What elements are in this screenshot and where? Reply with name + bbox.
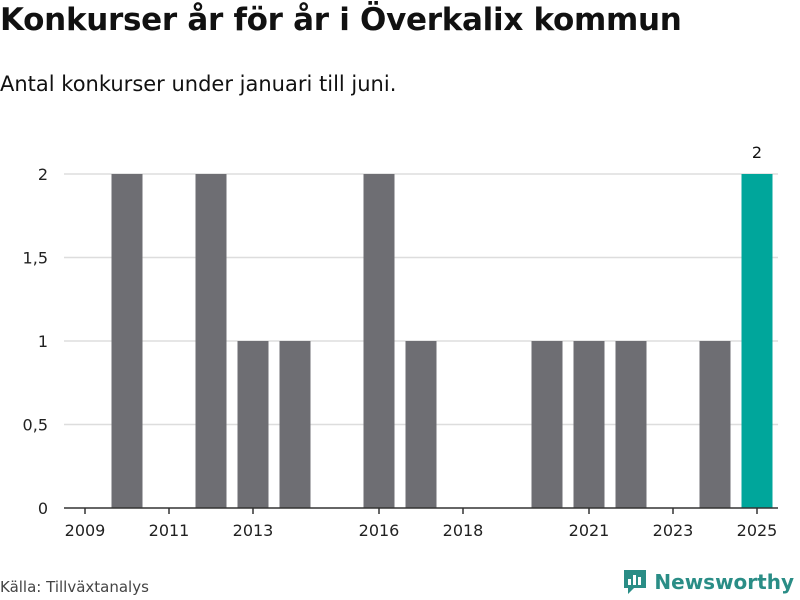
bar-2020: [531, 341, 563, 508]
bar-2024: [699, 341, 731, 508]
x-tick-label: 2009: [65, 521, 106, 540]
bars: [111, 174, 773, 508]
brand-name: Newsworthy: [654, 570, 794, 594]
x-tick-label: 2016: [359, 521, 400, 540]
x-tick-label: 2011: [149, 521, 190, 540]
data-label: 2: [752, 143, 762, 162]
y-tick-label: 0,5: [23, 416, 48, 435]
x-tick-label: 2013: [233, 521, 274, 540]
bar-2025: [741, 174, 773, 508]
x-tick-label: 2018: [443, 521, 484, 540]
bar-2022: [615, 341, 647, 508]
bar-2010: [111, 174, 143, 508]
bar-2016: [363, 174, 395, 508]
x-tick-label: 2023: [653, 521, 694, 540]
brand-logo[interactable]: Newsworthy: [622, 568, 794, 596]
y-tick-label: 1,5: [23, 249, 48, 268]
bar-2012: [195, 174, 227, 508]
y-tick-label: 1: [38, 332, 48, 351]
newsworthy-logo-icon: [624, 570, 647, 594]
bar-2013: [237, 341, 269, 508]
x-tick-label: 2021: [569, 521, 610, 540]
bar-2021: [573, 341, 605, 508]
bar-2014: [279, 341, 311, 508]
source-note: Källa: Tillväxtanalys: [0, 578, 149, 596]
chart-title: Konkurser år för år i Överkalix kommun: [0, 2, 682, 38]
axes: [64, 507, 778, 514]
bar-2017: [405, 341, 437, 508]
y-tick-label: 2: [38, 165, 48, 184]
y-tick-label: 0: [38, 499, 48, 518]
chart-subtitle: Antal konkurser under januari till juni.: [0, 72, 397, 96]
labels: 0 0,5 1 1,5 2 2009 2011 2013 2016 2018 2021 2023 202…: [23, 143, 778, 540]
x-tick-label: 2025: [737, 521, 778, 540]
